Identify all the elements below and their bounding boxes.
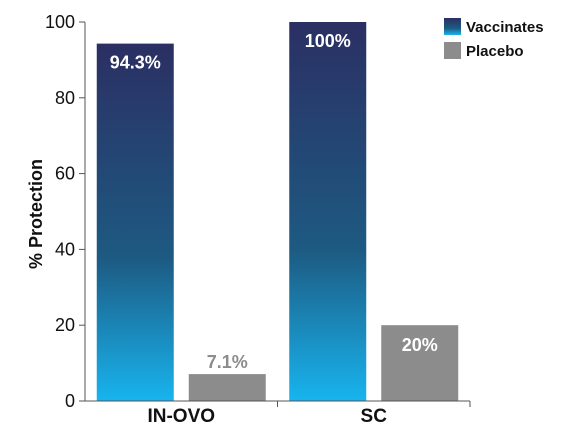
y-tick-label: 60 (55, 164, 75, 184)
data-label-placebo: 7.1% (207, 352, 248, 372)
legend-label-placebo: Placebo (466, 43, 524, 60)
y-tick-label: 100 (45, 12, 75, 32)
legend-swatch-placebo (444, 42, 461, 59)
bar-vaccinates (96, 43, 174, 402)
x-category-label: IN-OVO (147, 406, 215, 423)
y-tick-label: 20 (55, 315, 75, 335)
legend: Vaccinates Placebo (444, 18, 544, 60)
data-label-vaccinates: 94.3% (110, 53, 161, 73)
legend-swatch-vaccinates (444, 18, 461, 35)
bar-vaccinates (289, 22, 367, 401)
x-axis: IN-OVO SC (85, 400, 471, 423)
x-category-label: SC (361, 406, 388, 423)
data-label-vaccinates: 100% (305, 31, 351, 51)
y-axis: 0 20 40 60 80 100 (45, 12, 86, 411)
data-label-placebo: 20% (402, 335, 438, 355)
y-tick-label: 80 (55, 88, 75, 108)
legend-label-vaccinates: Vaccinates (466, 19, 544, 36)
y-tick-label: 40 (55, 239, 75, 259)
bar-placebo (381, 325, 459, 401)
plot-area: 94.3% 7.1% 100% 20% (96, 22, 459, 402)
y-tick-label: 0 (65, 391, 75, 411)
y-axis-title: % Protection (26, 159, 46, 269)
bar-placebo (188, 374, 266, 401)
